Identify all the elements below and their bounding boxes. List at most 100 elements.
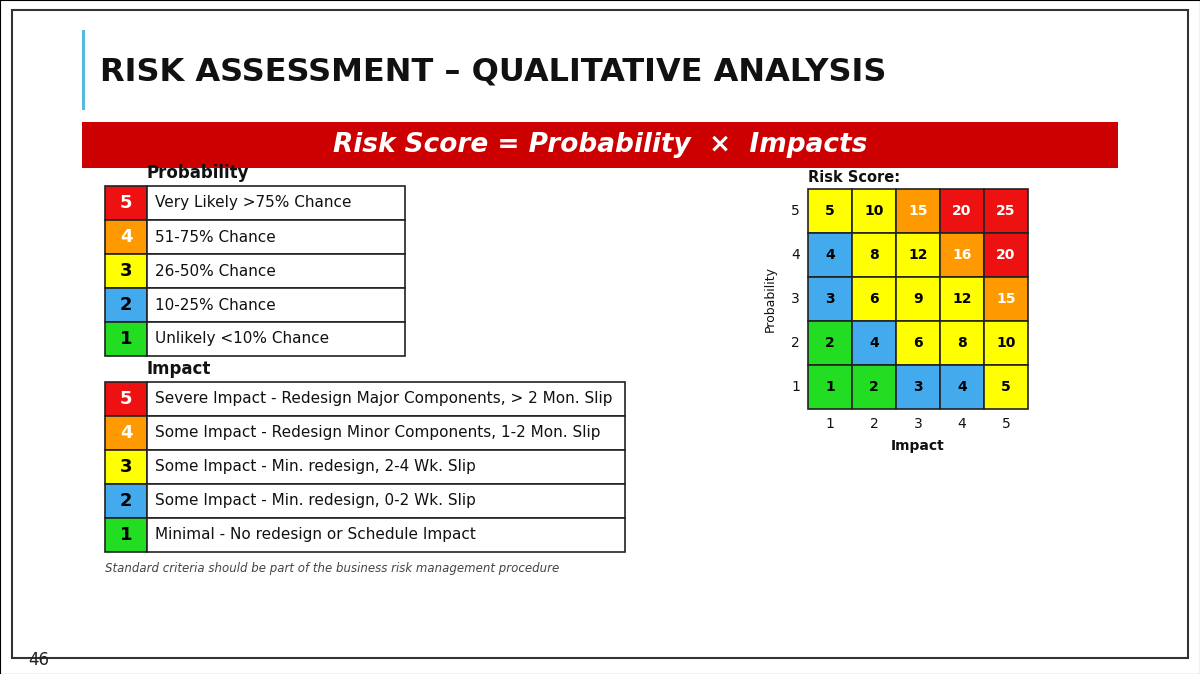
FancyBboxPatch shape xyxy=(984,365,1028,409)
FancyBboxPatch shape xyxy=(106,450,148,484)
Text: Standard criteria should be part of the business risk management procedure: Standard criteria should be part of the … xyxy=(106,562,559,575)
FancyBboxPatch shape xyxy=(148,450,625,484)
Text: 10-25% Chance: 10-25% Chance xyxy=(155,297,276,313)
Text: 2: 2 xyxy=(120,296,132,314)
FancyBboxPatch shape xyxy=(940,321,984,365)
FancyBboxPatch shape xyxy=(106,186,148,220)
Text: 4: 4 xyxy=(791,248,800,262)
FancyBboxPatch shape xyxy=(148,484,625,518)
Text: RISK ASSESSMENT – QUALITATIVE ANALYSIS: RISK ASSESSMENT – QUALITATIVE ANALYSIS xyxy=(100,57,887,88)
FancyBboxPatch shape xyxy=(940,233,984,277)
FancyBboxPatch shape xyxy=(106,416,148,450)
FancyBboxPatch shape xyxy=(148,186,406,220)
Text: 9: 9 xyxy=(913,292,923,306)
Text: Very Likely >75% Chance: Very Likely >75% Chance xyxy=(155,195,352,210)
Text: 3: 3 xyxy=(791,292,800,306)
FancyBboxPatch shape xyxy=(106,322,148,356)
FancyBboxPatch shape xyxy=(106,220,148,254)
Text: 4: 4 xyxy=(958,417,966,431)
FancyBboxPatch shape xyxy=(148,254,406,288)
Text: 4: 4 xyxy=(869,336,878,350)
FancyBboxPatch shape xyxy=(106,254,148,288)
Text: 25: 25 xyxy=(996,204,1015,218)
FancyBboxPatch shape xyxy=(808,233,852,277)
Bar xyxy=(82,30,85,110)
FancyBboxPatch shape xyxy=(106,288,148,322)
Text: Risk Score = Probability  ×  Impacts: Risk Score = Probability × Impacts xyxy=(332,132,868,158)
Text: 1: 1 xyxy=(120,330,132,348)
Text: 5: 5 xyxy=(120,194,132,212)
FancyBboxPatch shape xyxy=(106,484,148,518)
Text: Probability: Probability xyxy=(148,164,250,182)
FancyBboxPatch shape xyxy=(940,365,984,409)
FancyBboxPatch shape xyxy=(808,189,852,233)
Text: 4: 4 xyxy=(120,424,132,442)
FancyBboxPatch shape xyxy=(852,365,896,409)
Text: 2: 2 xyxy=(791,336,800,350)
Text: 1: 1 xyxy=(791,380,800,394)
Text: 8: 8 xyxy=(958,336,967,350)
FancyBboxPatch shape xyxy=(808,321,852,365)
Text: 51-75% Chance: 51-75% Chance xyxy=(155,230,276,245)
Text: Some Impact - Redesign Minor Components, 1-2 Mon. Slip: Some Impact - Redesign Minor Components,… xyxy=(155,425,600,441)
Text: 5: 5 xyxy=(1001,380,1010,394)
FancyBboxPatch shape xyxy=(940,277,984,321)
FancyBboxPatch shape xyxy=(148,416,625,450)
Text: Risk Score:: Risk Score: xyxy=(808,170,900,185)
Text: 4: 4 xyxy=(958,380,967,394)
Text: 16: 16 xyxy=(953,248,972,262)
Text: Minimal - No redesign or Schedule Impact: Minimal - No redesign or Schedule Impact xyxy=(155,528,476,543)
Text: 8: 8 xyxy=(869,248,878,262)
Text: 5: 5 xyxy=(120,390,132,408)
Text: 46: 46 xyxy=(28,651,49,669)
Text: 4: 4 xyxy=(826,248,835,262)
FancyBboxPatch shape xyxy=(896,189,940,233)
Text: 1: 1 xyxy=(120,526,132,544)
FancyBboxPatch shape xyxy=(148,382,625,416)
FancyBboxPatch shape xyxy=(808,365,852,409)
Text: Probability: Probability xyxy=(763,266,776,332)
Text: 1: 1 xyxy=(826,380,835,394)
Text: 2: 2 xyxy=(120,492,132,510)
Text: 6: 6 xyxy=(869,292,878,306)
Text: 5: 5 xyxy=(1002,417,1010,431)
FancyBboxPatch shape xyxy=(148,322,406,356)
Text: 20: 20 xyxy=(996,248,1015,262)
Text: 5: 5 xyxy=(791,204,800,218)
Text: 12: 12 xyxy=(953,292,972,306)
FancyBboxPatch shape xyxy=(106,382,148,416)
Text: 26-50% Chance: 26-50% Chance xyxy=(155,264,276,278)
Text: 4: 4 xyxy=(120,228,132,246)
FancyBboxPatch shape xyxy=(852,233,896,277)
Text: Some Impact - Min. redesign, 0-2 Wk. Slip: Some Impact - Min. redesign, 0-2 Wk. Sli… xyxy=(155,493,476,508)
FancyBboxPatch shape xyxy=(984,189,1028,233)
FancyBboxPatch shape xyxy=(148,288,406,322)
FancyBboxPatch shape xyxy=(984,321,1028,365)
FancyBboxPatch shape xyxy=(896,277,940,321)
Text: 2: 2 xyxy=(826,336,835,350)
Text: 3: 3 xyxy=(913,417,923,431)
FancyBboxPatch shape xyxy=(82,122,1118,168)
FancyBboxPatch shape xyxy=(852,321,896,365)
FancyBboxPatch shape xyxy=(852,189,896,233)
Text: 3: 3 xyxy=(913,380,923,394)
Text: Impact: Impact xyxy=(148,360,211,378)
Text: 3: 3 xyxy=(120,262,132,280)
FancyBboxPatch shape xyxy=(984,277,1028,321)
FancyBboxPatch shape xyxy=(852,277,896,321)
FancyBboxPatch shape xyxy=(148,518,625,552)
FancyBboxPatch shape xyxy=(984,233,1028,277)
Text: 12: 12 xyxy=(908,248,928,262)
Text: 5: 5 xyxy=(826,204,835,218)
Text: Some Impact - Min. redesign, 2-4 Wk. Slip: Some Impact - Min. redesign, 2-4 Wk. Sli… xyxy=(155,460,476,474)
Text: 10: 10 xyxy=(996,336,1015,350)
FancyBboxPatch shape xyxy=(896,321,940,365)
Text: 2: 2 xyxy=(869,380,878,394)
Text: 3: 3 xyxy=(120,458,132,476)
Text: 15: 15 xyxy=(996,292,1015,306)
Text: 20: 20 xyxy=(953,204,972,218)
FancyBboxPatch shape xyxy=(148,220,406,254)
FancyBboxPatch shape xyxy=(808,277,852,321)
Text: 2: 2 xyxy=(870,417,878,431)
Text: Severe Impact - Redesign Major Components, > 2 Mon. Slip: Severe Impact - Redesign Major Component… xyxy=(155,392,612,406)
